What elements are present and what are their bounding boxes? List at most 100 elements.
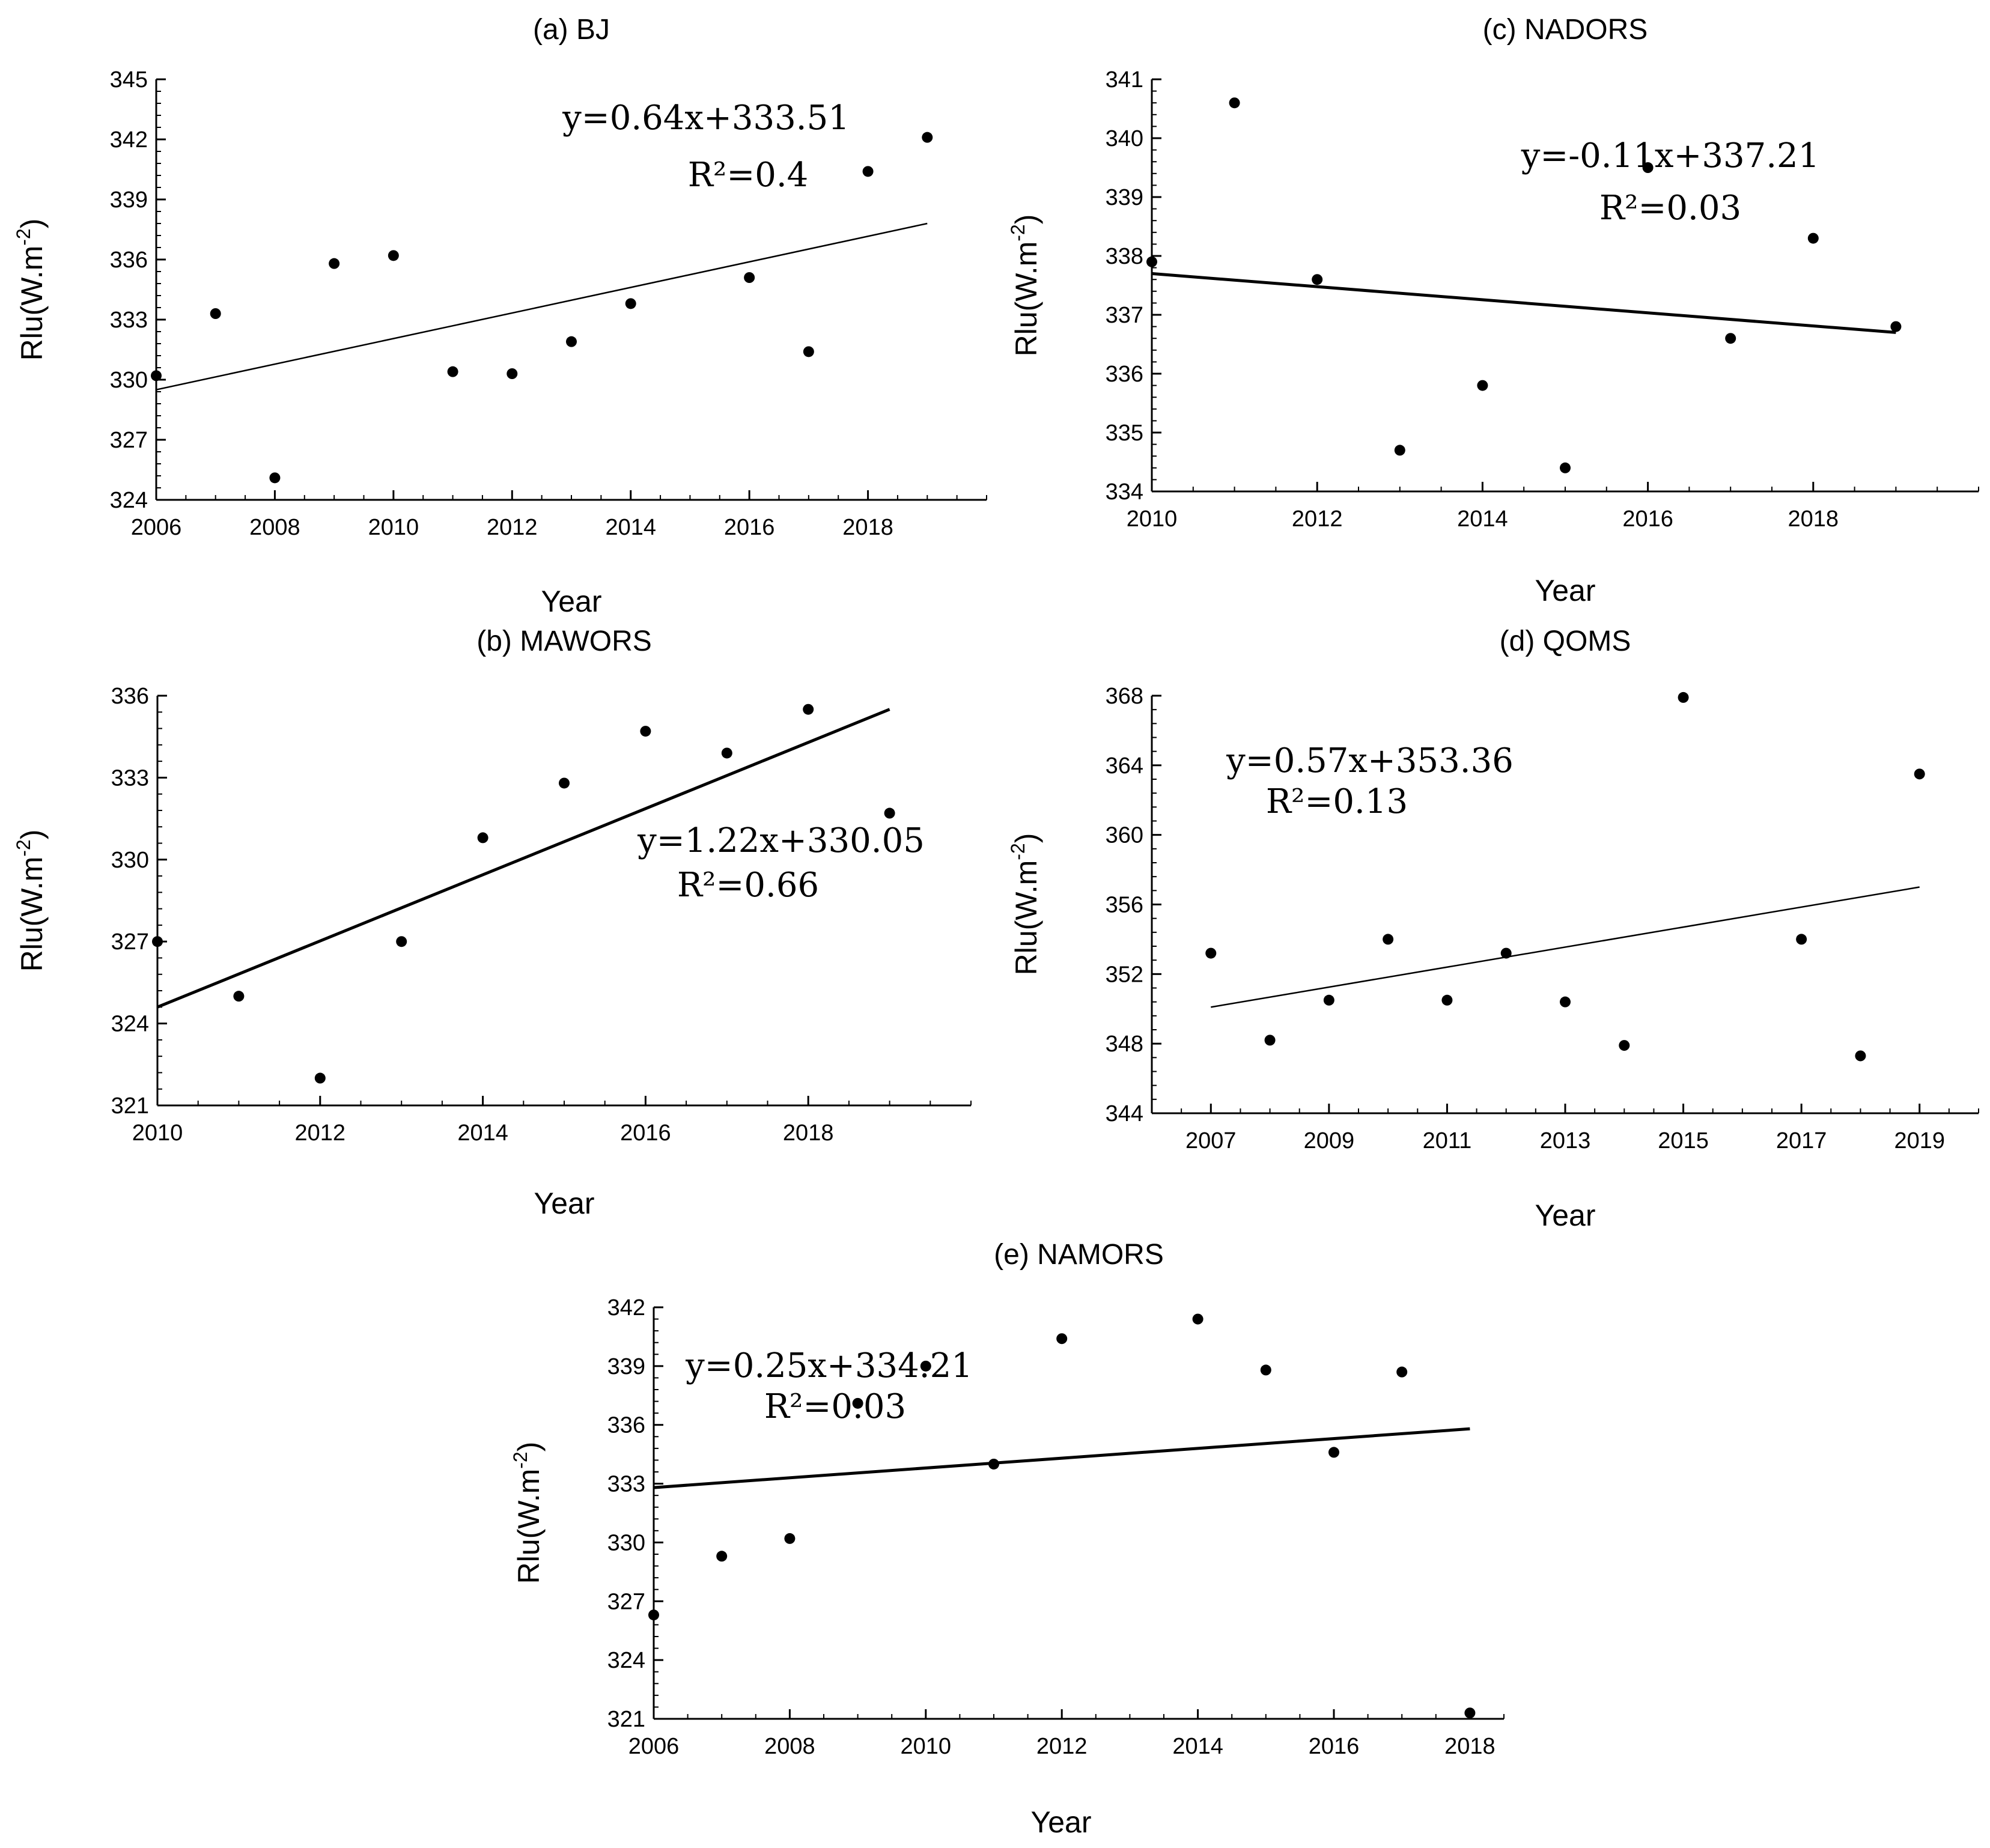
data-point: [1500, 947, 1512, 959]
data-point: [1312, 274, 1323, 285]
y-tick-label: 336: [1106, 362, 1143, 387]
y-tick-label: 368: [1106, 684, 1143, 709]
data-point: [803, 346, 814, 357]
y-axis-label-superscript: -2: [1007, 843, 1029, 860]
panel-c-nadors: 334 335 336 337 338 339 340 341 2010 2012 2014 2016…: [1007, 14, 1979, 607]
data-point: [566, 336, 577, 347]
data-point: [559, 777, 570, 789]
r-squared: R²=0.66: [677, 866, 819, 905]
r-squared: R²=0.4: [688, 156, 809, 195]
panel-title: (b) MAWORS: [476, 625, 652, 657]
data-point: [1192, 1313, 1203, 1325]
x-axis-label: Year: [541, 585, 601, 618]
panel-b-mawors: 321 324 327 330 333 336 2010 2012 2014 2016 2018 (b…: [13, 625, 972, 1220]
panel-title: (d) QOMS: [1500, 625, 1631, 657]
r-squared: R²=0.03: [1599, 189, 1741, 228]
y-axis-label-superscript: -2: [1007, 224, 1029, 241]
data-point: [507, 368, 518, 379]
y-tick-label: 340: [1106, 126, 1143, 151]
regression-equation: y=0.57x+353.36: [1226, 741, 1514, 780]
x-tick-label: 2010: [901, 1734, 952, 1759]
y-tick-label: 321: [607, 1707, 645, 1732]
data-point: [1678, 691, 1689, 703]
y-axis-label: Rlu(W.m-2): [13, 830, 49, 972]
data-point: [862, 166, 874, 177]
x-tick-label: 2014: [457, 1120, 508, 1146]
y-axis-label-close: ): [15, 830, 49, 840]
y-tick-label: 330: [607, 1530, 645, 1555]
r-squared: R²=0.03: [764, 1387, 906, 1426]
x-tick-label: 2010: [1127, 506, 1178, 532]
x-tick-label: 2010: [132, 1120, 183, 1146]
trend-line: [1211, 886, 1920, 1008]
y-axis-label: Rlu(W.m-2): [1007, 214, 1043, 357]
y-axis-label-close: ): [1009, 833, 1043, 843]
data-point: [1796, 934, 1807, 945]
x-axis-label: Year: [1535, 1199, 1595, 1232]
data-point: [314, 1072, 326, 1084]
x-tick-label: 2018: [1788, 506, 1839, 532]
panel-a-bj: 324 327 330 333 336 339 342 345 2006 2008 2010 2012…: [13, 14, 987, 618]
y-tick-label: 333: [110, 308, 148, 333]
x-axis-label: Year: [1030, 1805, 1091, 1839]
x-tick-label: 2016: [1309, 1734, 1360, 1759]
y-tick-label: 345: [110, 67, 148, 93]
x-tick-label: 2014: [605, 515, 656, 540]
y-axis-label-superscript: -2: [510, 1451, 531, 1468]
y-tick-label: 330: [110, 368, 148, 393]
x-tick-label: 2016: [724, 515, 775, 540]
data-point: [1328, 1447, 1339, 1458]
data-point: [1560, 996, 1571, 1008]
y-tick-label: 324: [607, 1648, 645, 1673]
y-tick-label: 327: [110, 428, 148, 453]
x-tick-label: 2019: [1894, 1128, 1945, 1153]
x-tick-label: 2006: [131, 515, 182, 540]
y-tick-label: 339: [607, 1354, 645, 1379]
y-tick-label: 327: [111, 929, 149, 955]
data-point: [640, 726, 651, 737]
y-axis-label-base: Rlu(W.m: [15, 857, 49, 972]
data-point: [1264, 1035, 1276, 1046]
regression-equation: y=0.64x+333.51: [562, 99, 850, 138]
data-point: [1205, 947, 1217, 959]
panel-e-namors: 321 324 327 330 333 336 339 342 2006 2008 2010 2012…: [510, 1239, 1505, 1839]
x-axis-label: Year: [1535, 574, 1595, 607]
y-tick-label: 342: [607, 1295, 645, 1321]
y-tick-label: 336: [607, 1413, 645, 1438]
regression-equation: y=0.25x+334.21: [685, 1346, 973, 1385]
y-axis-label-close: ): [15, 219, 49, 229]
data-point: [1260, 1364, 1271, 1376]
trend-line: [1151, 272, 1896, 334]
data-point: [1807, 233, 1819, 244]
panel-title: (e) NAMORS: [994, 1239, 1164, 1271]
y-tick-label: 339: [1106, 185, 1143, 210]
data-point: [1642, 162, 1654, 173]
data-point: [784, 1533, 796, 1544]
x-tick-label: 2006: [628, 1734, 680, 1759]
y-tick-label: 336: [111, 684, 149, 709]
data-point: [329, 258, 340, 269]
x-tick-label: 2012: [487, 515, 538, 540]
x-tick-label: 2010: [368, 515, 419, 540]
x-tick-label: 2007: [1185, 1128, 1237, 1153]
data-point: [1394, 445, 1405, 456]
data-point: [716, 1551, 728, 1562]
data-point: [852, 1397, 863, 1409]
data-point: [1560, 462, 1571, 473]
y-tick-label: 333: [111, 765, 149, 791]
y-tick-label: 334: [1106, 479, 1143, 505]
data-point: [803, 704, 814, 715]
data-point: [1855, 1050, 1866, 1062]
data-point: [1056, 1333, 1068, 1345]
x-tick-label: 2009: [1304, 1128, 1355, 1153]
y-axis-label-base: Rlu(W.m: [15, 246, 49, 361]
data-point: [1229, 97, 1240, 109]
data-point: [388, 250, 399, 261]
y-axis-label-base: Rlu(W.m: [1009, 860, 1043, 976]
x-tick-label: 2016: [1622, 506, 1673, 532]
data-point: [1725, 333, 1736, 344]
y-tick-label: 339: [110, 187, 148, 213]
y-tick-label: 348: [1106, 1032, 1143, 1057]
y-tick-label: 321: [111, 1093, 149, 1119]
y-tick-label: 333: [607, 1472, 645, 1497]
